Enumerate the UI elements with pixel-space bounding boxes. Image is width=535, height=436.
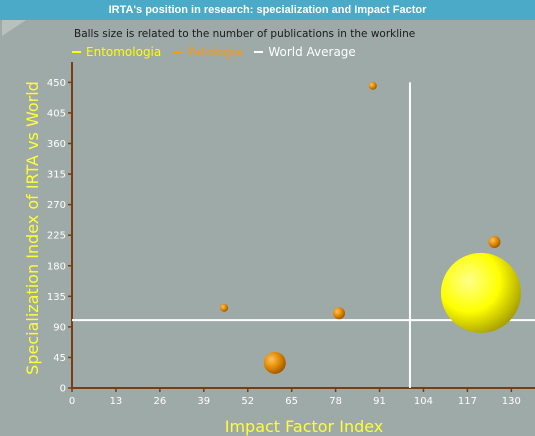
- x-tick-label: 39: [197, 396, 210, 407]
- x-tick-label: 65: [285, 396, 298, 407]
- corner-tab: [2, 20, 26, 36]
- x-tick-label: 117: [458, 396, 477, 407]
- y-tick-label: 225: [47, 231, 66, 242]
- y-tick-label: 90: [53, 322, 66, 333]
- x-tick-label: 26: [154, 396, 167, 407]
- bubble-patologia[interactable]: [220, 303, 229, 312]
- bubble-patologia[interactable]: [332, 307, 345, 320]
- x-tick-label: 0: [69, 396, 75, 407]
- y-tick-label: 45: [53, 353, 66, 364]
- x-tick-label: 130: [502, 396, 521, 407]
- x-tick-label: 91: [373, 396, 386, 407]
- legend-label-world-average: World Average: [268, 45, 356, 59]
- legend-item-world-average[interactable]: World Average: [254, 45, 356, 59]
- legend-label-entomologia: Entomologia: [86, 45, 162, 59]
- bubble-entomologia[interactable]: [440, 252, 521, 333]
- bubble-patologia[interactable]: [368, 81, 377, 90]
- bubble-patologia[interactable]: [488, 235, 501, 248]
- bubble-patologia[interactable]: [263, 351, 286, 374]
- x-tick-label: 104: [414, 396, 433, 407]
- legend-item-entomologia[interactable]: Entomologia: [72, 45, 161, 59]
- y-tick-label: 360: [47, 139, 66, 150]
- y-tick-label: 180: [47, 261, 66, 272]
- y-tick-label: 315: [47, 170, 66, 181]
- x-tick-label: 78: [329, 396, 342, 407]
- x-tick-label: 13: [110, 396, 123, 407]
- legend-label-patologia: Patologia: [187, 45, 243, 59]
- y-tick-label: 0: [60, 384, 66, 395]
- y-axis-title: Specialization Index of IRTA vs World: [23, 81, 42, 375]
- y-tick-label: 135: [47, 292, 66, 303]
- legend: Entomologia Patologia World Average: [72, 45, 356, 59]
- y-tick-label: 270: [47, 200, 66, 211]
- y-tick-label: 405: [47, 108, 66, 119]
- x-tick-label: 52: [241, 396, 254, 407]
- legend-swatch-entomologia: [72, 51, 81, 53]
- legend-item-patologia[interactable]: Patologia: [173, 45, 242, 59]
- x-axis-title: Impact Factor Index: [225, 417, 384, 436]
- y-tick-label: 450: [47, 78, 66, 89]
- legend-swatch-world-average: [254, 51, 264, 53]
- legend-swatch-patologia: [173, 51, 183, 53]
- chart-subtitle: Balls size is related to the number of p…: [74, 28, 416, 40]
- chart-title: IRTA's position in research: specializat…: [0, 0, 535, 20]
